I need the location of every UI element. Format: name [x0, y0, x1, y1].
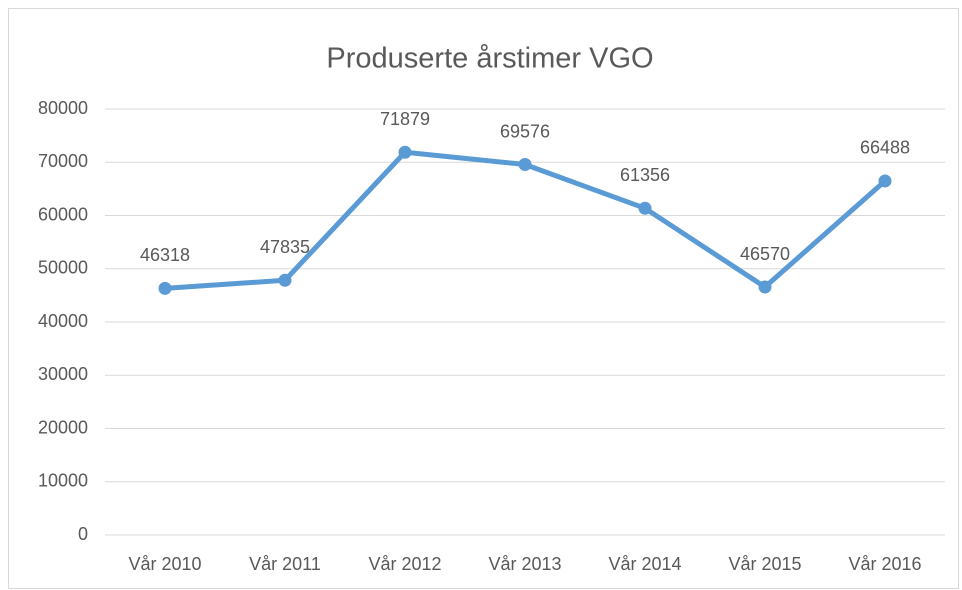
y-tick-label: 20000	[38, 417, 88, 437]
data-label: 46318	[140, 245, 190, 265]
data-label: 61356	[620, 165, 670, 185]
x-tick-label: Vår 2016	[848, 554, 921, 574]
marker	[398, 145, 412, 159]
data-label: 69576	[500, 121, 550, 141]
y-tick-label: 50000	[38, 258, 88, 278]
marker	[278, 273, 292, 287]
y-tick-label: 30000	[38, 364, 88, 384]
chart-title: Produserte årstimer VGO	[326, 43, 653, 75]
chart-frame	[8, 8, 959, 589]
x-tick-label: Vår 2015	[728, 554, 801, 574]
data-label: 47835	[260, 237, 310, 257]
y-tick-label: 40000	[38, 311, 88, 331]
x-tick-label: Vår 2013	[488, 554, 561, 574]
x-tick-label: Vår 2010	[128, 554, 201, 574]
x-tick-label: Vår 2012	[368, 554, 441, 574]
marker	[758, 280, 772, 294]
marker	[638, 201, 652, 215]
x-tick-label: Vår 2011	[249, 554, 321, 574]
data-label: 46570	[740, 244, 790, 264]
data-label: 71879	[380, 109, 430, 129]
marker	[158, 281, 172, 295]
marker	[878, 174, 892, 188]
y-tick-label: 70000	[38, 151, 88, 171]
y-tick-label: 80000	[38, 98, 88, 118]
y-tick-label: 60000	[38, 204, 88, 224]
y-tick-label: 0	[78, 524, 88, 544]
x-tick-label: Vår 2014	[608, 554, 681, 574]
marker	[518, 158, 532, 172]
y-tick-label: 10000	[38, 471, 88, 491]
data-label: 66488	[860, 138, 910, 158]
